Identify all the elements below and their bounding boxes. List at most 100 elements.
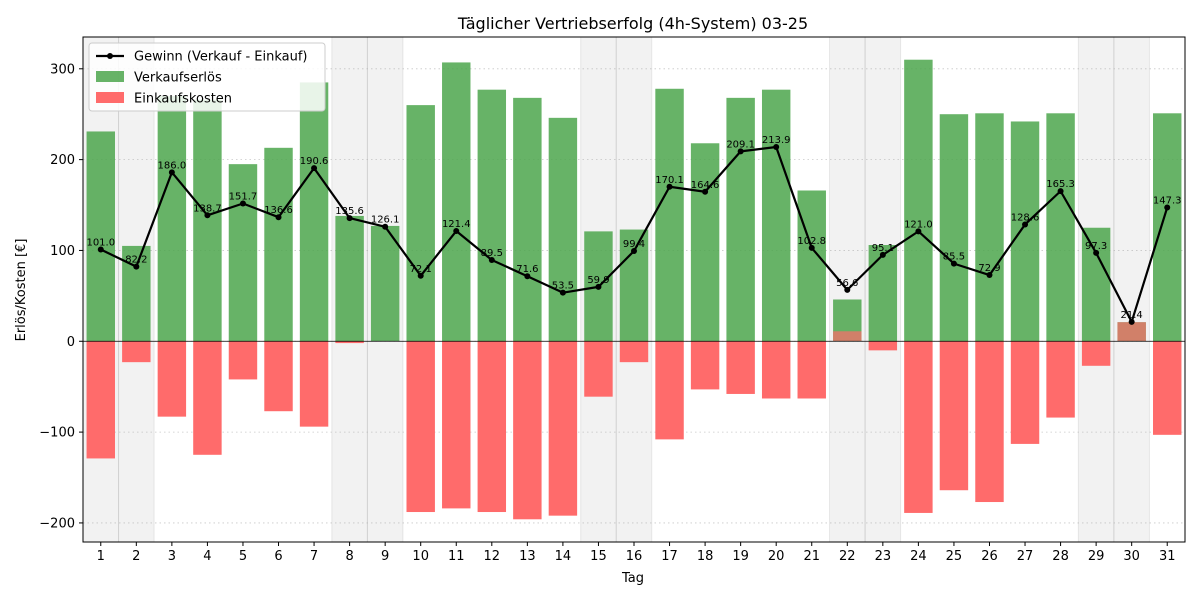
x-tick-label: 8 [345,549,353,564]
x-tick-label: 25 [946,549,963,564]
legend-line-marker [107,53,113,59]
profit-point [595,283,602,290]
cost-bar [690,341,720,390]
legend-swatch-revenue [96,71,124,82]
profit-data-label: 170.1 [655,175,684,186]
profit-point [737,148,744,155]
cost-bar [335,341,364,344]
x-tick-label: 31 [1159,549,1176,564]
cost-bar [726,341,755,394]
x-tick-label: 20 [768,549,785,564]
cost-bar [228,341,258,380]
profit-point [204,212,211,219]
x-tick-label: 7 [310,549,318,564]
profit-point [453,228,460,235]
profit-point [844,286,851,293]
profit-data-label: 97.3 [1085,241,1107,252]
profit-point [133,263,140,270]
profit-point [915,228,922,235]
x-tick-label: 27 [1017,549,1034,564]
profit-data-label: 85.5 [943,252,965,263]
profit-point [1022,221,1029,228]
cost-bar [264,341,293,412]
revenue-bar [1081,227,1111,342]
revenue-bar [1046,113,1075,342]
revenue-bar [299,82,329,342]
cost-bar [975,341,1004,503]
x-tick-label: 1 [97,549,105,564]
revenue-bar [513,97,542,342]
profit-point [666,183,673,190]
profit-point [488,256,495,263]
profit-data-label: 99.4 [623,239,645,250]
x-tick-label: 21 [803,549,820,564]
x-tick-label: 18 [697,549,714,564]
profit-data-labels: 101.0 82.2 186.0 138.7 151.7 136.6 190.6 135.6 1… [86,135,1181,321]
cost-bar [584,341,613,397]
profit-data-label: 190.6 [300,156,329,167]
legend-box [88,42,326,112]
cost-bar [86,341,115,459]
revenue-bar [1010,121,1040,342]
x-tick-label: 26 [981,549,998,564]
x-tick-label: 10 [412,549,429,564]
y-tick-label: 300 [50,62,75,77]
cost-bar [619,341,649,363]
profit-data-label: 72.1 [410,264,432,275]
profit-point [382,223,389,230]
x-tick-label: 3 [168,549,176,564]
profit-line [97,143,1171,325]
profit-point [559,289,566,296]
y-tick-label: −200 [39,516,75,531]
legend-label-cost: Einkaufskosten [134,92,232,107]
profit-point [239,200,246,207]
cost-bar [122,341,151,363]
revenue-bar [726,97,755,342]
legend-label-revenue: Verkaufserlös [134,71,222,86]
profit-point [1128,318,1135,325]
profit-point [311,165,318,172]
revenue-bar [86,131,115,342]
revenue-bar [335,215,364,342]
x-tick-label: 24 [910,549,927,564]
cost-bar [655,341,684,440]
profit-data-label: 136.6 [264,205,293,216]
profit-data-label: 164.6 [691,180,720,191]
revenue-bar [904,59,933,342]
x-tick-label: 6 [274,549,282,564]
cost-bar [157,341,187,417]
cost-bar [761,341,791,399]
profit-data-label: 138.7 [193,203,222,214]
revenue-bar [975,113,1004,342]
profit-data-label: 72.9 [978,263,1000,274]
x-tick-label: 23 [875,549,892,564]
profit-point [773,143,780,150]
profit-data-label: 21.4 [1121,310,1143,321]
profit-data-label: 121.4 [442,219,471,230]
profit-point [950,260,957,267]
y-tick-label: −100 [39,426,75,441]
x-tick-label: 17 [661,549,678,564]
y-tick-label: 0 [67,335,75,350]
profit-point [1057,188,1064,195]
profit-data-label: 186.0 [158,160,187,171]
legend-swatch-cost [96,92,124,103]
profit-data-label: 59.9 [587,275,609,286]
profit-point [524,273,531,280]
profit-point [1093,249,1100,256]
cost-bar [904,341,933,513]
cost-bar [442,341,471,509]
revenue-bar [797,190,826,342]
profit-data-label: 165.3 [1046,179,1075,190]
revenue-bar [939,114,969,342]
x-tick-label: 15 [590,549,607,564]
cost-bar [299,341,329,427]
revenue-bar [690,143,720,342]
y-tick-label: 100 [50,244,75,259]
cost-bar [1010,341,1040,444]
cost-bar [406,341,435,513]
profit-data-label: 126.1 [371,215,400,226]
profit-data-label: 53.5 [552,281,574,292]
profit-data-label: 121.0 [904,219,933,230]
